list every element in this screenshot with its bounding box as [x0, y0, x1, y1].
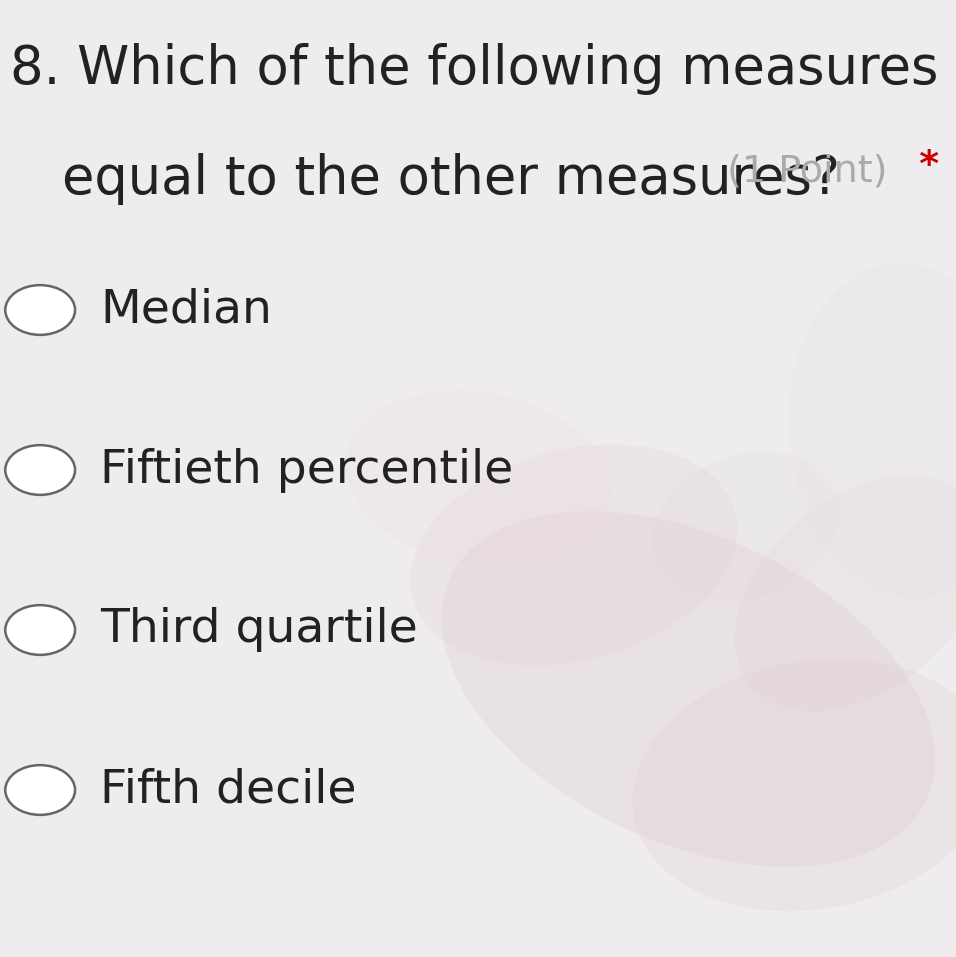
Ellipse shape: [734, 476, 956, 711]
Ellipse shape: [6, 445, 75, 495]
Text: Fifth decile: Fifth decile: [100, 768, 357, 812]
Text: Fiftieth percentile: Fiftieth percentile: [100, 448, 513, 493]
Ellipse shape: [653, 452, 838, 601]
Text: equal to the other measures?: equal to the other measures?: [62, 153, 840, 205]
Ellipse shape: [442, 511, 935, 867]
Ellipse shape: [410, 444, 737, 666]
Text: *: *: [906, 148, 940, 185]
Text: Median: Median: [100, 287, 272, 332]
Ellipse shape: [6, 605, 75, 655]
Ellipse shape: [6, 765, 75, 814]
Ellipse shape: [6, 285, 75, 335]
Text: Third quartile: Third quartile: [100, 608, 418, 653]
Ellipse shape: [789, 263, 956, 598]
Text: (1 Point): (1 Point): [715, 153, 887, 189]
Ellipse shape: [345, 390, 611, 567]
Ellipse shape: [633, 658, 956, 911]
Text: 8. Which of the following measures is not: 8. Which of the following measures is no…: [10, 43, 956, 95]
